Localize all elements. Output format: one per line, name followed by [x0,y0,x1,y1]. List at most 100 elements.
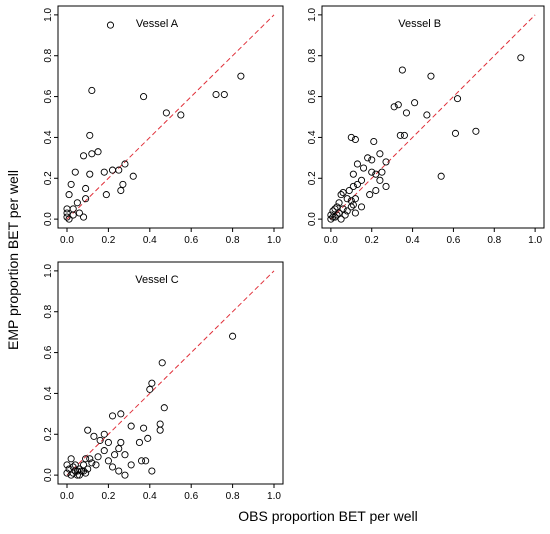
vessel-b-x-tick-label: 0.6 [446,235,460,246]
vessel-b-point [378,168,386,176]
vessel-b-point [370,137,378,146]
x-axis-title: OBS proportion BET per well [238,508,418,524]
vessel-a-x-tick-label: 0.0 [60,235,74,246]
vessel-c-point [111,451,119,459]
vessel-c-x-tick-label: 0.2 [101,491,115,502]
vessel-b-x-tick-label: 0.4 [406,235,420,246]
vessel-a-point [237,72,245,80]
vessel-c-point [88,459,96,467]
vessel-a-point [177,111,185,119]
vessel-c-point [80,467,88,475]
vessel-a-x-tick-label: 0.8 [226,235,240,246]
vessel-b-point [331,213,339,221]
vessel-b-point [437,172,445,180]
vessel-b-point [351,209,359,217]
vessel-b-point [517,54,525,62]
vessel-c-point [73,471,81,479]
vessel-b-point [335,209,343,217]
vessel-b-point [327,215,335,223]
vessel-c-point [121,471,129,479]
vessel-a-point [94,148,102,156]
vessel-c-title: Vessel C [135,274,178,286]
vessel-a-point [162,109,170,117]
vessel-a-point [140,93,148,101]
vessel-a-point [108,166,117,174]
vessel-a-y-tick-label: 0.4 [43,130,54,144]
vessel-a-y-tick-label: 0.2 [43,171,54,185]
vessel-a-point [88,150,96,158]
vessel-b-point [349,182,357,190]
vessel-c-point [158,359,166,367]
vessel-c-point [156,426,164,434]
vessel-a-point [65,215,73,223]
vessel-b-point [366,191,374,199]
vessel-c-point [121,451,129,459]
vessel-b-point [400,131,408,139]
vessel-b-point [343,195,351,203]
vessel-b-point [333,203,341,211]
vessel-c-point [135,438,143,446]
vessel-c-point [71,467,79,475]
vessel-b-point [427,72,435,80]
vessel-a-point [117,186,125,195]
vessel-a-point [115,166,123,174]
vessel-c-point [108,463,117,471]
vessel-b-point [353,160,361,168]
vessel-b-y-tick-label: 0.6 [307,89,318,103]
vessel-a-x-tick-label: 0.4 [143,235,157,246]
vessel-b-y-tick-label: 0.2 [307,171,318,185]
vessel-b-point [345,186,353,195]
vessel-b-point [337,191,345,199]
vessel-b-point [339,205,347,213]
vessel-c-x-tick-label: 0.6 [184,491,198,502]
vessel-b-point [372,186,380,195]
vessel-c-point [117,438,125,446]
vessel-b-point [402,109,410,117]
vessel-b-point [347,133,355,141]
vessel-b-point [347,203,355,211]
vessel-a-point [63,213,71,221]
vessel-a-point [63,205,71,213]
vessel-b-point [398,66,406,74]
vessel-b-point [357,176,366,184]
vessel-a-point [75,209,83,217]
vessel-c-point [104,457,112,465]
vessel-c-point [67,455,75,463]
vessel-c-x-tick-label: 0.4 [143,491,157,502]
vessel-b-point [331,205,339,213]
vessel-b-point [472,127,480,135]
vessel-c-y-tick-label: 0.0 [43,468,54,482]
vessel-a-point [71,168,79,176]
vessel-c-frame [57,261,284,485]
vessel-b-point [353,180,361,188]
vessel-c-point [137,457,146,465]
vessel-a-point [73,199,81,207]
vessel-c-point [140,424,148,432]
vessel-b-point [329,213,337,221]
vessel-c-point [86,455,94,463]
vessel-a-y-tick-label: 0.0 [43,212,54,226]
vessel-b-x-tick-label: 0.8 [487,235,501,246]
vessel-a-point [119,180,127,188]
vessel-c-point [63,461,71,469]
vessel-a-reference-line [66,14,275,220]
vessel-b-point [357,203,366,211]
vessel-c-point [82,455,90,463]
vessel-a-title: Vessel A [136,18,179,30]
vessel-c-point [108,412,117,420]
vessel-b-point [343,207,351,215]
vessel-b-point [337,215,345,223]
vessel-b-point [368,156,376,164]
vessel-b-point [453,95,462,103]
vessel-c-point [146,385,154,393]
vessel-c-point [148,467,156,475]
vessel-a-x-tick-label: 0.6 [184,235,198,246]
vessel-b-x-tick-label: 0.2 [365,235,379,246]
vessel-c-panel: Vessel C 0.0 0.2 0.4 0.6 0.8 1.0 0.0 0.2 0.4 0.6 0.… [43,261,284,502]
vessel-c-point [92,461,100,469]
vessel-b-x-tick-label: 0.0 [324,235,338,246]
vessel-c-point [229,332,237,340]
vessel-a-point [80,152,88,160]
vessel-a-point [80,213,88,221]
